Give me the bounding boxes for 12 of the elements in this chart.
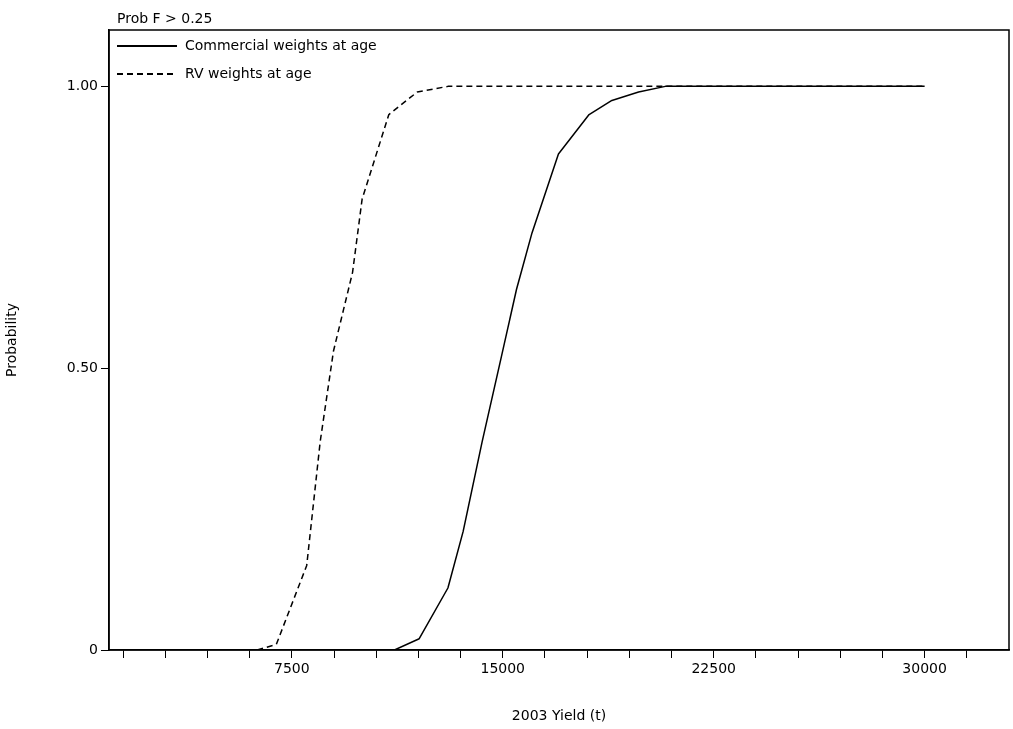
y-tick-label: 0.50 <box>66 358 98 375</box>
legend-label: Commercial weights at age <box>185 36 377 53</box>
chart-title: Prob F > 0.25 <box>117 9 213 26</box>
x-tick-label: 15000 <box>480 660 526 677</box>
y-axis-title: Probability <box>3 302 20 378</box>
y-tick-label: 1.00 <box>66 77 98 93</box>
x-tick-label: 22500 <box>691 660 736 677</box>
x-axis-title: 2003 Yield (t) <box>511 707 607 724</box>
y-tick-label: 0 <box>89 640 98 657</box>
x-tick-label: 7500 <box>273 660 310 677</box>
legend-label: RV weights at age <box>185 64 312 81</box>
x-tick-label: 30000 <box>902 660 947 677</box>
